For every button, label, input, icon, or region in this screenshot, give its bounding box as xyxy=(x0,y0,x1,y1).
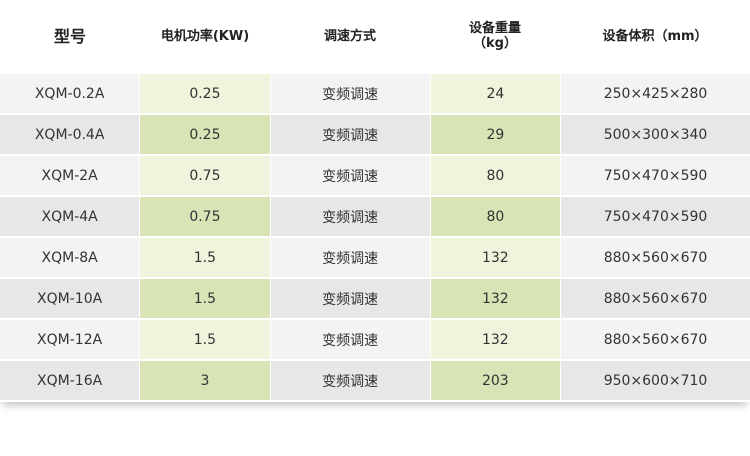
cell-volume: 880×560×670 xyxy=(561,320,750,359)
cell-volume: 950×600×710 xyxy=(561,361,750,400)
cell-model: XQM-12A xyxy=(0,320,140,359)
cell-power: 1.5 xyxy=(140,279,270,318)
cell-volume: 500×300×340 xyxy=(561,115,750,154)
cell-volume: 750×470×590 xyxy=(561,156,750,195)
cell-weight: 80 xyxy=(430,156,561,195)
cell-speed-control: 变频调速 xyxy=(270,115,430,154)
cell-weight: 29 xyxy=(430,115,561,154)
cell-weight: 132 xyxy=(430,320,561,359)
cell-speed-control: 变频调速 xyxy=(270,361,430,400)
cell-model: XQM-2A xyxy=(0,156,140,195)
table-row: XQM-10A 1.5 变频调速 132 880×560×670 xyxy=(0,279,750,318)
cell-power: 3 xyxy=(140,361,270,400)
cell-model: XQM-0.2A xyxy=(0,74,140,113)
cell-speed-control: 变频调速 xyxy=(270,279,430,318)
table-row: XQM-12A 1.5 变频调速 132 880×560×670 xyxy=(0,320,750,359)
header-power: 电机功率(KW) xyxy=(160,28,250,44)
cell-volume: 250×425×280 xyxy=(561,74,750,113)
spec-table: 型号 电机功率(KW) 调速方式 设备重量 （kg） 设备体积（mm） XQM-0… xyxy=(0,0,750,400)
table-row: XQM-2A 0.75 变频调速 80 750×470×590 xyxy=(0,156,750,195)
header-weight: 设备重量 （kg） xyxy=(430,21,560,51)
header-weight-line2: （kg） xyxy=(473,36,517,51)
cell-speed-control: 变频调速 xyxy=(270,238,430,277)
cell-power: 0.25 xyxy=(140,74,270,113)
cell-volume: 880×560×670 xyxy=(561,279,750,318)
cell-volume: 880×560×670 xyxy=(561,238,750,277)
cell-power: 0.25 xyxy=(140,115,270,154)
cell-weight: 203 xyxy=(430,361,561,400)
header-speed-control: 调速方式 xyxy=(323,28,376,44)
table-body: XQM-0.2A 0.25 变频调速 24 250×425×280 XQM-0.4A 0.2… xyxy=(0,74,750,402)
cell-model: XQM-8A xyxy=(0,238,140,277)
cell-speed-control: 变频调速 xyxy=(270,74,430,113)
cell-speed-control: 变频调速 xyxy=(270,320,430,359)
header-weight-line1: 设备重量 xyxy=(468,21,521,36)
table-row: XQM-0.2A 0.25 变频调速 24 250×425×280 xyxy=(0,74,750,113)
header-volume: 设备体积（mm） xyxy=(602,28,708,44)
cell-model: XQM-10A xyxy=(0,279,140,318)
cell-weight: 132 xyxy=(430,279,561,318)
cell-power: 0.75 xyxy=(140,197,270,236)
cell-power: 0.75 xyxy=(140,156,270,195)
table-header: 型号 电机功率(KW) 调速方式 设备重量 （kg） 设备体积（mm） xyxy=(0,0,750,72)
cell-power: 1.5 xyxy=(140,238,270,277)
cell-speed-control: 变频调速 xyxy=(270,197,430,236)
cell-speed-control: 变频调速 xyxy=(270,156,430,195)
cell-power: 1.5 xyxy=(140,320,270,359)
table-row: XQM-0.4A 0.25 变频调速 29 500×300×340 xyxy=(0,115,750,154)
cell-model: XQM-4A xyxy=(0,197,140,236)
cell-model: XQM-0.4A xyxy=(0,115,140,154)
cell-weight: 80 xyxy=(430,197,561,236)
table-row: XQM-8A 1.5 变频调速 132 880×560×670 xyxy=(0,238,750,277)
cell-volume: 750×470×590 xyxy=(561,197,750,236)
table-row: XQM-4A 0.75 变频调速 80 750×470×590 xyxy=(0,197,750,236)
cell-weight: 132 xyxy=(430,238,561,277)
table-row: XQM-16A 3 变频调速 203 950×600×710 xyxy=(0,361,750,400)
cell-weight: 24 xyxy=(430,74,561,113)
cell-model: XQM-16A xyxy=(0,361,140,400)
header-model: 型号 xyxy=(53,26,86,46)
